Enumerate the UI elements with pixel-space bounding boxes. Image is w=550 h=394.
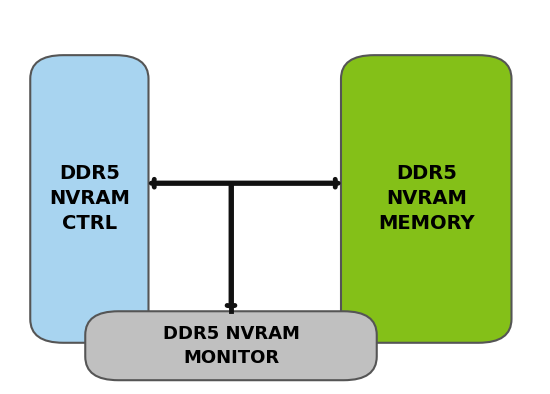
FancyBboxPatch shape [85, 311, 377, 380]
Text: DDR5 NVRAM
MONITOR: DDR5 NVRAM MONITOR [163, 325, 299, 366]
Text: DDR5
NVRAM
CTRL: DDR5 NVRAM CTRL [49, 164, 130, 234]
Text: DDR5
NVRAM
MEMORY: DDR5 NVRAM MEMORY [378, 164, 475, 234]
FancyBboxPatch shape [30, 55, 148, 343]
FancyBboxPatch shape [341, 55, 512, 343]
